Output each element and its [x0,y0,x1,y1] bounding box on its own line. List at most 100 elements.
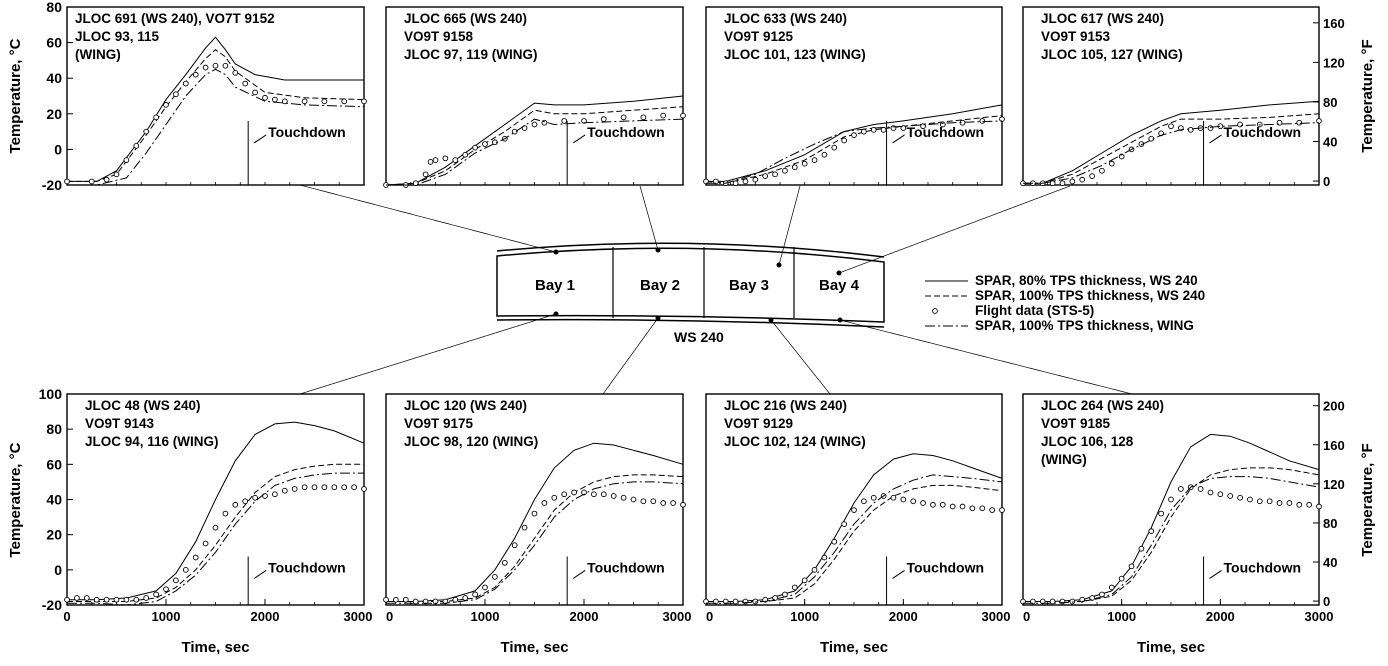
y-tick-label: 40 [46,492,62,508]
touchdown-label: Touchdown [587,124,665,140]
flight-data-point [772,171,778,178]
flight-data-point [232,501,239,508]
flight-data-point [1059,180,1066,187]
flight-data-point [103,176,110,183]
flight-data-point [571,489,577,496]
touchdown-pointer [1209,570,1222,579]
flight-data-point [620,494,627,501]
flight-data-point [1316,503,1322,510]
x-tick-label: 1000 [471,609,500,624]
flight-data-point [242,80,249,87]
y-axis-title-left-top: Temperature, °C [7,38,24,153]
touchdown-pointer [892,134,905,144]
flight-data-point [64,178,70,185]
flight-data-point [851,132,857,139]
flight-data-point [821,151,828,158]
flight-data-point [732,180,739,187]
series-line-dashed [386,474,684,602]
panel-title-line: JLOC 105, 127 (WING) [1041,47,1183,62]
panel-title-line: (WING) [75,47,121,62]
flight-data-point [1316,118,1322,124]
y-right-tick-label: 120 [1323,477,1345,492]
touchdown-label: Touchdown [1224,124,1302,140]
panel-title-line: JLOC 94, 116 (WING) [85,434,219,449]
flight-data-point [202,64,209,71]
y-right-tick-label: 160 [1323,438,1345,453]
panel-title-line: VO9T 9175 [404,416,474,431]
flight-data-point [83,595,90,601]
flight-data-point [1108,584,1115,591]
flight-data-point [1306,501,1312,508]
flight-data-point [1069,178,1076,185]
flight-data-point [88,178,95,185]
chart-panel-top-2: Touchdown JLOC 665 (WS 240) VO9T 9158 JLOC … [383,6,686,188]
flight-data-point [1049,598,1056,605]
flight-data-point [1099,167,1105,174]
flight-data-point [222,510,229,517]
flight-data-point [969,505,976,512]
sensor-connector-line [839,319,1133,395]
flight-data-point [1108,160,1115,167]
flight-data-point [153,114,159,121]
series-line-dashed [705,115,1003,184]
sensor-connector-line [770,319,831,395]
series-line-dashdot [67,472,364,606]
flight-data-point [272,491,278,498]
y-tick-label: 0 [54,141,62,157]
flight-data-point [281,98,288,105]
flight-data-point [1187,126,1194,133]
y-right-tick-label: 120 [1323,55,1345,70]
flight-data-point [831,538,838,545]
flight-data-point [133,142,140,149]
flight-data-point [900,496,907,503]
flight-data-point [1079,176,1086,183]
upper-skin [496,242,885,258]
chart-panel-bottom-3: 0 1000 2000 3000 Touchdown JLOC 216 (WS 240) V… [703,393,1010,624]
chart-panel-top-3: Touchdown JLOC 633 (WS 240) VO9T 9125 JLOC … [703,6,1005,187]
panel-title-line: JLOC 633 (WS 240) [724,11,847,26]
chart-panel-top-1: -20 0 20 40 60 80 Touchdown JLOC 691 (WS 240), … [42,0,367,193]
flight-data-point [1178,486,1184,492]
flight-data-point [272,96,278,103]
flight-data-point [742,178,749,185]
flight-data-point [880,126,887,133]
flight-data-point [979,505,986,512]
flight-data-point [301,98,308,105]
sensor-connector-line [602,317,659,395]
flight-data-point [74,595,80,601]
flight-data-point [610,493,617,499]
flight-data-point [472,144,478,151]
x-tick-label: 0 [386,609,393,624]
y-right-tick-label: 80 [1323,95,1337,110]
flight-data-point [331,484,338,491]
series-line-solid [385,95,684,186]
flight-data-point [311,484,318,491]
flight-data-point [103,596,110,603]
sensor-connector-line [299,313,557,395]
panel-title-line: (WING) [1041,452,1087,467]
flight-data-point [1069,598,1076,605]
flight-data-point [920,500,926,506]
flight-data-point [831,144,838,151]
flight-data-point [113,596,120,603]
flight-data-point [427,159,434,165]
series-line-dashdot [1023,122,1320,184]
flight-data-point [732,598,739,605]
legend-symbol-circle [932,308,938,314]
flight-data-point [1247,496,1253,503]
y-tick-label: 20 [46,106,62,122]
flight-data-point [341,98,348,105]
flight-data-point [791,164,798,171]
panel-title-line: JLOC 48 (WS 240) [85,398,201,413]
panel-title-line: JLOC 617 (WS 240) [1041,11,1164,26]
series-line-dashed [706,484,1003,602]
panel-title-line: JLOC 665 (WS 240) [404,11,527,26]
flight-data-point [442,155,449,162]
flight-data-point [670,500,676,506]
bay-label: Bay 1 [535,277,575,294]
flight-data-point [660,112,667,119]
flight-data-point [1276,500,1283,506]
flight-data-point [841,137,847,144]
